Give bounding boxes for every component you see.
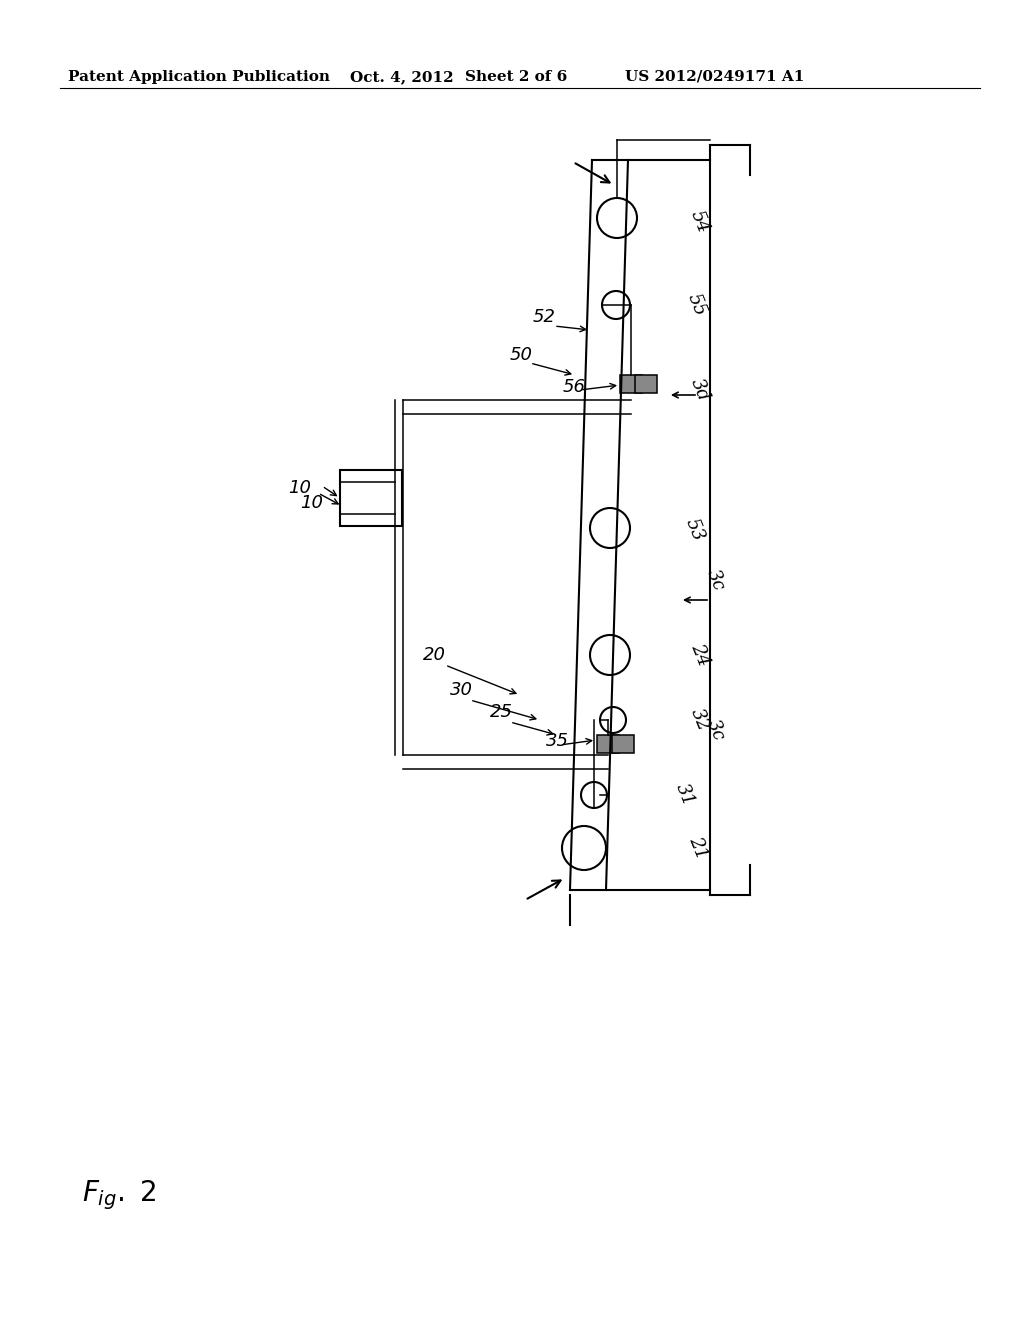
Text: 55: 55 [684, 290, 710, 319]
Text: Patent Application Publication: Patent Application Publication [68, 70, 330, 84]
Bar [620, 375, 642, 393]
Text: 56: 56 [563, 378, 586, 396]
Text: 21: 21 [685, 834, 711, 862]
Text: 32: 32 [687, 706, 713, 734]
Text: US 2012/0249171 A1: US 2012/0249171 A1 [625, 70, 805, 84]
Text: 3d: 3d [687, 376, 713, 404]
Text: 3c: 3c [702, 717, 727, 743]
Text: 10: 10 [288, 479, 311, 498]
Text: 30: 30 [450, 681, 473, 700]
Text: 10: 10 [300, 494, 323, 512]
Bar [597, 735, 618, 752]
Bar [635, 375, 657, 393]
Text: 24: 24 [687, 642, 713, 669]
Text: 53: 53 [682, 516, 708, 544]
Text: 25: 25 [490, 704, 513, 721]
Text: 31: 31 [673, 781, 697, 809]
Bar [340, 470, 402, 525]
Text: 20: 20 [423, 645, 446, 664]
Text: 52: 52 [534, 308, 556, 326]
Text: 50: 50 [510, 346, 534, 364]
Text: 3c: 3c [702, 566, 727, 594]
Text: Oct. 4, 2012: Oct. 4, 2012 [350, 70, 454, 84]
Text: $\mathit{F_{ig}.\ 2}$: $\mathit{F_{ig}.\ 2}$ [82, 1177, 157, 1212]
Text: Sheet 2 of 6: Sheet 2 of 6 [465, 70, 567, 84]
Bar [612, 735, 634, 752]
Text: 54: 54 [687, 209, 713, 236]
Text: 35: 35 [546, 733, 569, 750]
